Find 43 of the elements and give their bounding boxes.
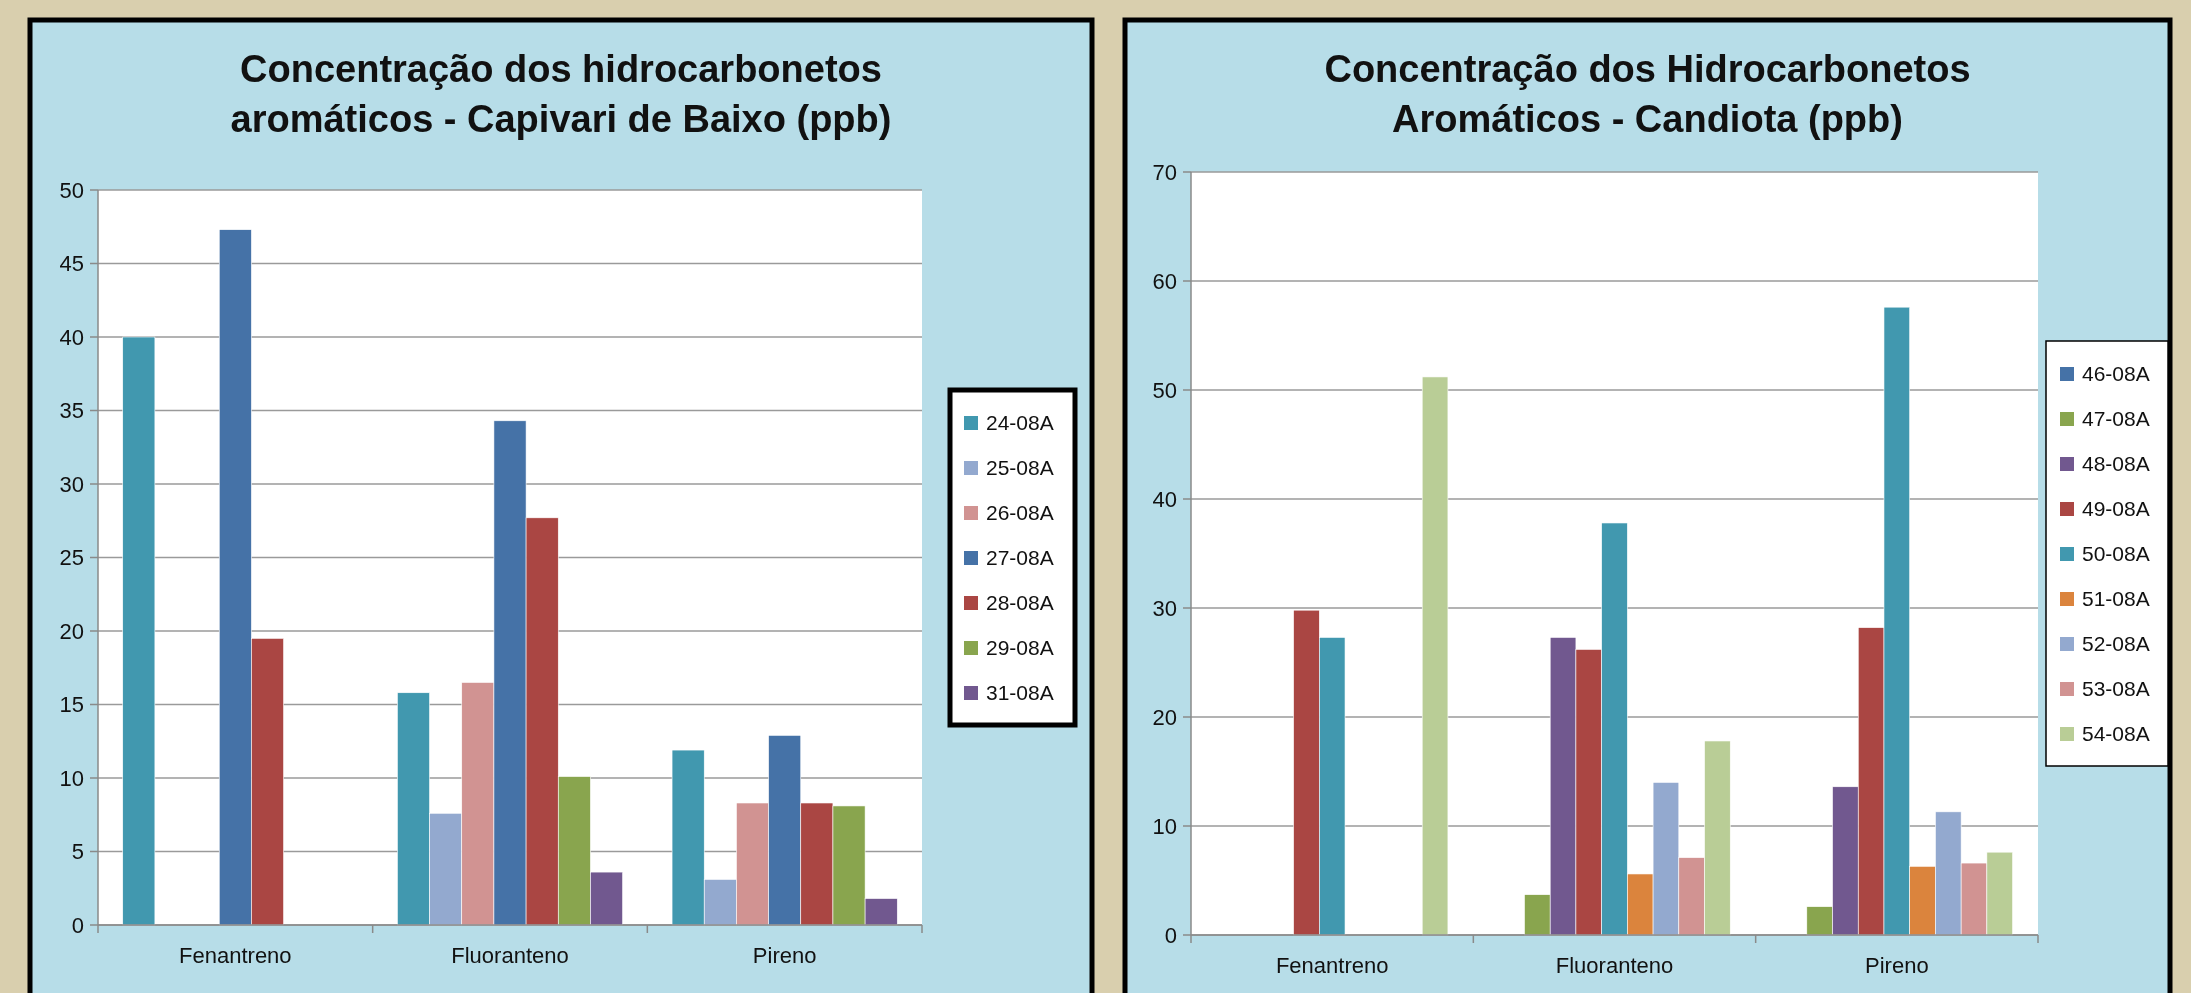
y-tick-label: 0 (71, 912, 84, 938)
x-tick-label: Fenantreno (179, 943, 292, 968)
y-tick-label: 10 (1152, 813, 1177, 839)
legend-label: 52-08A (2082, 632, 2150, 656)
y-tick-label: 20 (1152, 704, 1177, 730)
x-tick-label: Fluoranteno (451, 943, 569, 968)
legend-label: 50-08A (2082, 542, 2150, 566)
chart-title: Concentração dos hidrocarbonetos aromáticos - Capivari de Baixo (ppb) (230, 48, 892, 140)
x-tick-label: Fenantreno (1275, 953, 1389, 978)
x-tick-label: Pireno (752, 943, 817, 968)
y-tick-label: 25 (59, 545, 84, 571)
y-tick-label: 70 (1152, 159, 1177, 185)
y-tick-label: 30 (59, 471, 84, 497)
y-tick-label: 5 (71, 839, 84, 865)
y-tick-label: 60 (1152, 268, 1177, 294)
legend-label: 24-08A (986, 411, 1054, 435)
legend-label: 48-08A (2082, 452, 2150, 476)
y-tick-label: 50 (59, 177, 84, 203)
legend-label: 51-08A (2082, 587, 2150, 611)
legend-label: 31-08A (986, 681, 1054, 705)
legend-label: 26-08A (986, 501, 1054, 525)
y-tick-label: 30 (1152, 595, 1177, 621)
y-tick-label: 0 (1164, 922, 1177, 948)
y-tick-label: 40 (1152, 486, 1177, 512)
y-tick-label: 15 (59, 692, 84, 718)
y-tick-label: 10 (59, 765, 84, 791)
legend-label: 28-08A (986, 591, 1054, 615)
legend-label: 54-08A (2082, 722, 2150, 746)
legend-label: 49-08A (2082, 497, 2150, 521)
legend-label: 53-08A (2082, 677, 2150, 701)
legend-label: 47-08A (2082, 407, 2150, 431)
legend-label: 46-08A (2082, 362, 2150, 386)
y-tick-label: 40 (59, 324, 84, 350)
chart-title: Concentração dos Hidrocarbonetos Aromáticos - Candiota (ppb) (1324, 48, 1971, 140)
x-tick-label: Fluoranteno (1555, 953, 1674, 978)
x-tick-label: Pireno (1865, 953, 1929, 978)
y-tick-label: 35 (59, 398, 84, 424)
y-tick-label: 20 (59, 618, 84, 644)
y-tick-label: 50 (1152, 377, 1177, 403)
legend-label: 29-08A (986, 636, 1054, 660)
legend-label: 27-08A (986, 546, 1054, 570)
y-tick-label: 45 (59, 251, 84, 277)
legend-label: 25-08A (986, 456, 1054, 480)
